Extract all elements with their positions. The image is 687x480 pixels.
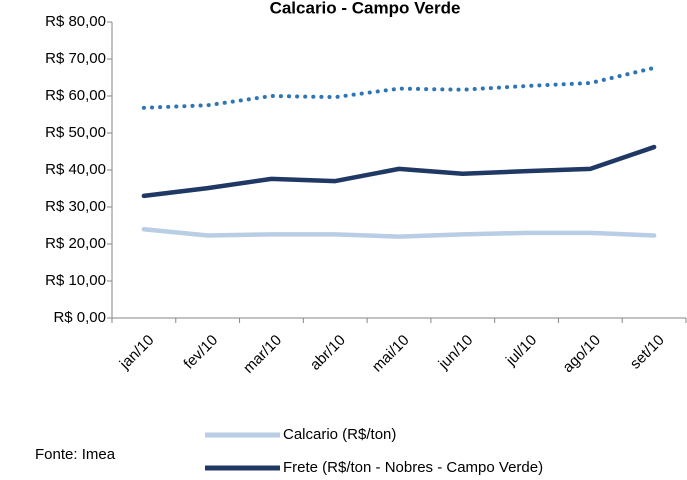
x-tick-label: fev/10 — [180, 332, 221, 373]
y-tick-label: R$ 50,00 — [45, 124, 106, 141]
legend-label: Calcario (R$/ton) — [283, 426, 396, 443]
x-tick-label: set/10 — [627, 332, 668, 373]
x-tick-label: jul/10 — [502, 332, 540, 370]
y-tick-label: R$ 30,00 — [45, 198, 106, 215]
x-tick-label: jan/10 — [116, 332, 158, 374]
x-tick-label: mai/10 — [369, 332, 413, 376]
y-tick-label: R$ 60,00 — [45, 87, 106, 104]
series-line — [141, 144, 657, 199]
y-tick-label: R$ 20,00 — [45, 235, 106, 252]
x-tick-label: mar/10 — [240, 332, 285, 377]
chart-title: Calcario - Campo Verde — [270, 0, 461, 17]
series-line — [141, 65, 657, 110]
y-tick-label: R$ 80,00 — [45, 13, 106, 30]
legend-label: Frete (R$/ton - Nobres - Campo Verde) — [283, 459, 543, 476]
source-note: Fonte: Imea — [35, 446, 116, 463]
series-line — [141, 226, 657, 239]
x-tick-label: abr/10 — [307, 332, 349, 374]
x-tick-label: jun/10 — [435, 332, 477, 374]
y-tick-label: R$ 0,00 — [53, 309, 106, 326]
y-tick-label: R$ 10,00 — [45, 272, 106, 289]
y-tick-label: R$ 40,00 — [45, 161, 106, 178]
y-tick-label: R$ 70,00 — [45, 50, 106, 67]
x-tick-label: ago/10 — [559, 332, 603, 376]
